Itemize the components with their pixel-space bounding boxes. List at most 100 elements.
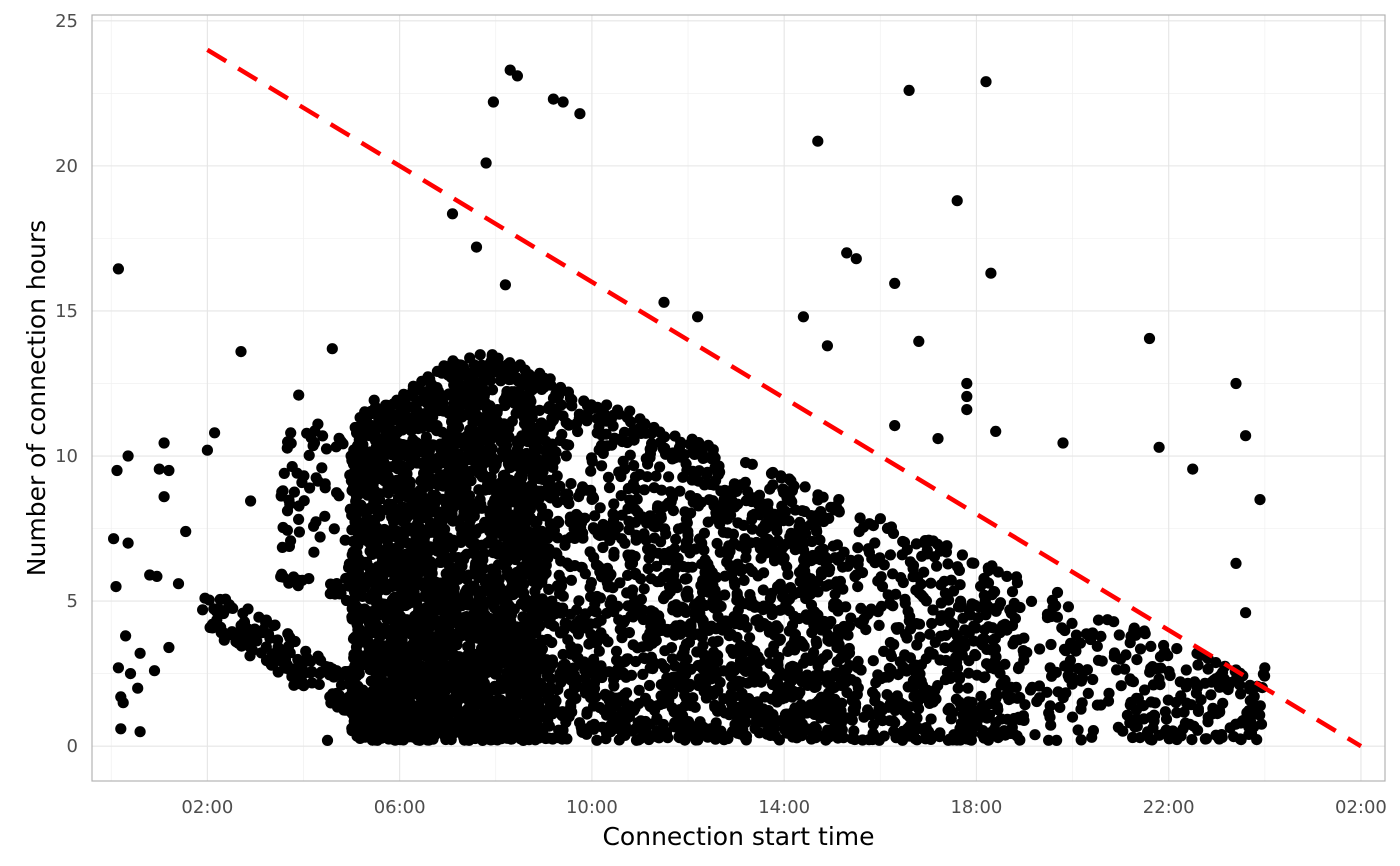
data-point [480, 425, 492, 437]
data-point [619, 537, 631, 549]
data-point [638, 583, 650, 595]
data-point [777, 603, 789, 615]
data-point [476, 412, 488, 424]
data-point [441, 502, 453, 514]
data-point [685, 620, 697, 632]
data-point [711, 537, 723, 550]
data-point [822, 619, 835, 631]
data-point [666, 653, 679, 665]
data-point [546, 636, 558, 649]
data-point [785, 640, 797, 652]
data-point [419, 395, 431, 407]
data-point [235, 346, 247, 358]
data-point [375, 700, 387, 713]
data-point [401, 439, 413, 451]
data-point [903, 84, 915, 96]
data-point [910, 538, 923, 550]
data-point [727, 484, 739, 496]
data-point [451, 417, 463, 429]
data-point [431, 652, 444, 664]
data-point [697, 618, 709, 630]
data-point [408, 572, 420, 584]
data-point [665, 642, 678, 654]
data-point [924, 646, 936, 658]
data-point [853, 526, 865, 538]
data-point [394, 502, 406, 514]
data-point [523, 709, 535, 721]
data-point [699, 654, 711, 666]
data-point [460, 665, 472, 677]
data-point [1006, 586, 1019, 598]
data-point [637, 725, 649, 737]
data-point [557, 96, 569, 108]
data-point [994, 597, 1007, 609]
data-point [487, 538, 499, 550]
data-point [817, 491, 829, 503]
data-point [1149, 710, 1161, 722]
data-point [635, 573, 647, 585]
data-point [461, 624, 473, 636]
data-point [374, 605, 386, 617]
data-point [506, 368, 518, 380]
data-point [1216, 666, 1229, 679]
data-point [1111, 664, 1123, 676]
data-point [681, 653, 693, 665]
data-point [627, 611, 639, 623]
data-point [585, 628, 597, 640]
data-point [1045, 638, 1057, 651]
data-point [399, 450, 412, 462]
data-point [658, 501, 670, 513]
data-point [447, 534, 459, 546]
data-point [516, 472, 528, 484]
data-point [209, 427, 221, 439]
data-point [1190, 687, 1202, 699]
data-point [1010, 681, 1022, 694]
data-point [924, 628, 936, 640]
data-point [674, 485, 686, 497]
data-point [832, 624, 845, 636]
data-point [793, 586, 805, 599]
data-point [623, 627, 636, 639]
data-point [1139, 684, 1151, 696]
data-point [1217, 681, 1229, 693]
data-point [487, 96, 499, 108]
data-point [851, 569, 863, 581]
data-point [968, 704, 980, 717]
data-point [108, 533, 120, 545]
data-point [744, 599, 757, 611]
data-point [1113, 629, 1125, 641]
data-point [1001, 570, 1013, 583]
data-point [566, 706, 578, 718]
data-point [678, 729, 691, 741]
data-point [1003, 694, 1015, 706]
data-point [944, 607, 956, 619]
data-point [458, 528, 470, 540]
data-point [122, 537, 134, 549]
data-point [916, 679, 929, 691]
data-point [757, 584, 769, 596]
data-point [625, 704, 637, 716]
data-point [1192, 659, 1204, 671]
data-point [388, 733, 400, 746]
data-point [776, 500, 788, 512]
data-point [823, 724, 836, 736]
data-point [352, 620, 364, 632]
data-point [591, 734, 603, 746]
data-point [707, 444, 719, 456]
data-point [431, 382, 443, 394]
data-point [594, 502, 606, 514]
data-point [617, 455, 629, 467]
data-point [634, 413, 646, 425]
data-point [503, 526, 515, 538]
data-point [621, 713, 633, 725]
data-point [470, 713, 482, 725]
data-point [1163, 665, 1175, 678]
data-point [743, 562, 755, 575]
data-point [731, 631, 743, 643]
data-point [518, 418, 531, 430]
data-point [956, 549, 969, 561]
data-point [658, 296, 670, 308]
data-point [645, 573, 657, 585]
data-point [383, 662, 396, 674]
data-point [889, 277, 901, 289]
